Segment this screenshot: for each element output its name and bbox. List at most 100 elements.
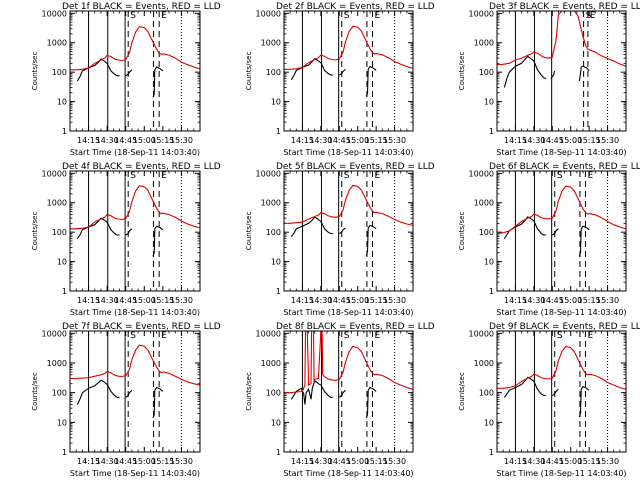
series-events-segment [503, 55, 532, 88]
series-events-segment [125, 69, 133, 77]
x-tick-label: 15:00 [559, 136, 582, 145]
plot-area [284, 11, 413, 131]
x-tick-label: 15:30 [596, 136, 619, 145]
x-tick-label: 15:15 [365, 457, 388, 466]
y-tick-label: 10 [57, 258, 67, 267]
series-events-segment [104, 220, 120, 236]
panel-title: Det 4f BLACK = Events, RED = LLD [62, 162, 221, 172]
y-tick-label: 1 [276, 127, 281, 136]
y-tick-label: 10000 [256, 169, 281, 178]
y-tick-label: 10000 [256, 329, 281, 338]
x-tick-label: 15:30 [170, 296, 193, 305]
y-tick-label: 10 [271, 98, 281, 107]
series-events-segment [318, 219, 334, 235]
y-tick-label: 1000 [474, 199, 494, 208]
x-tick-label: 15:15 [578, 296, 601, 305]
x-tick-label: 14:30 [96, 296, 119, 305]
y-tick-label: 1000 [47, 359, 67, 368]
x-tick-label: 14:45 [541, 457, 564, 466]
series-events-segment [531, 58, 547, 80]
series-events-segment [503, 216, 532, 239]
y-tick-label: 1 [62, 448, 67, 457]
panel-det-6: Det 6f BLACK = Events, RED = LLD Counts/s… [458, 162, 640, 317]
x-tick-label: 15:30 [383, 296, 406, 305]
y-tick-label: 1000 [261, 199, 281, 208]
x-tick-label: 15:30 [596, 457, 619, 466]
x-tick-label: 15:00 [133, 296, 156, 305]
y-axis-label: Counts/sec [458, 372, 466, 411]
x-tick-label: 14:15 [504, 296, 527, 305]
y-tick-label: 10000 [469, 329, 494, 338]
series-events-segment [365, 386, 377, 419]
y-tick-label: 10 [57, 98, 67, 107]
y-tick-label: 1000 [261, 359, 281, 368]
x-tick-label: 14:45 [541, 136, 564, 145]
y-axis-label: Counts/sec [245, 52, 253, 91]
y-tick-label: 1 [62, 287, 67, 296]
x-tick-label: 14:30 [522, 136, 545, 145]
y-tick-label: 1 [62, 127, 67, 136]
x-tick-label: 15:15 [578, 136, 601, 145]
plot-area [497, 171, 626, 291]
series-events-segment [365, 65, 377, 97]
x-axis-label: Start Time (18-Sep-11 14:03:40) [496, 308, 626, 317]
x-tick-label: 15:00 [133, 457, 156, 466]
marker-label-start: S [344, 331, 350, 341]
y-tick-label: 1 [276, 287, 281, 296]
series-events-segment [550, 70, 556, 79]
y-tick-label: 1000 [474, 39, 494, 48]
y-tick-label: 1000 [474, 359, 494, 368]
plot-frame [69, 330, 201, 453]
plot-area [70, 171, 200, 291]
y-tick-label: 100 [266, 389, 281, 398]
plot-area [497, 331, 626, 452]
y-tick-label: 10 [271, 418, 281, 427]
panel-title: Det 7f BLACK = Events, RED = LLD [62, 322, 221, 332]
marker-label-start: S [130, 171, 136, 181]
x-tick-label: 14:30 [96, 457, 119, 466]
panel-det-9: Det 9f BLACK = Events, RED = LLD Counts/s… [458, 322, 640, 478]
y-axis-label: Counts/sec [31, 212, 39, 251]
panel-title: Det 8f BLACK = Events, RED = LLD [276, 322, 435, 332]
panel-det-4: Det 4f BLACK = Events, RED = LLD Counts/s… [31, 162, 221, 317]
x-tick-label: 15:00 [346, 136, 369, 145]
x-tick-label: 14:45 [328, 136, 351, 145]
marker-label-end: E [590, 11, 596, 21]
x-tick-label: 14:15 [291, 457, 314, 466]
panel-title: Det 1f BLACK = Events, RED = LLD [62, 2, 221, 12]
series-events-segment [318, 383, 334, 398]
x-tick-label: 14:45 [114, 136, 137, 145]
marker-label-end: E [374, 11, 380, 21]
plot-frame [496, 170, 627, 292]
panel-title: Det 2f BLACK = Events, RED = LLD [276, 2, 435, 12]
panel-det-7: Det 7f BLACK = Events, RED = LLD Counts/s… [31, 322, 221, 478]
x-tick-label: 15:30 [383, 136, 406, 145]
marker-label-end: E [161, 11, 167, 21]
panel-title: Det 9f BLACK = Events, RED = LLD [489, 322, 640, 332]
plot-frame [283, 170, 414, 292]
y-axis-label: Counts/sec [458, 212, 466, 251]
plot-frame [69, 170, 201, 292]
y-tick-label: 100 [52, 68, 67, 77]
marker-label-end: E [374, 331, 380, 341]
series-events-segment [152, 386, 164, 419]
plot-frame [69, 10, 201, 132]
y-axis-label: Counts/sec [245, 212, 253, 251]
y-tick-label: 10000 [42, 9, 67, 18]
marker-label-end: E [374, 171, 380, 181]
panel-det-2: Det 2f BLACK = Events, RED = LLD Counts/s… [245, 2, 435, 157]
series-events-segment [104, 382, 120, 398]
x-tick-label: 15:15 [578, 457, 601, 466]
series-lld-line [284, 331, 413, 394]
x-tick-label: 15:30 [170, 136, 193, 145]
marker-label-start: S [557, 171, 563, 181]
y-tick-label: 1 [489, 448, 494, 457]
plot-frame [496, 330, 627, 453]
series-events-segment [125, 228, 133, 236]
x-tick-label: 14:45 [114, 457, 137, 466]
y-tick-label: 10 [484, 98, 494, 107]
series-events-segment [578, 65, 590, 82]
panel-det-1: Det 1f BLACK = Events, RED = LLD Counts/s… [31, 2, 221, 157]
marker-label-start: S [344, 171, 350, 181]
marker-label-start: S [130, 331, 136, 341]
